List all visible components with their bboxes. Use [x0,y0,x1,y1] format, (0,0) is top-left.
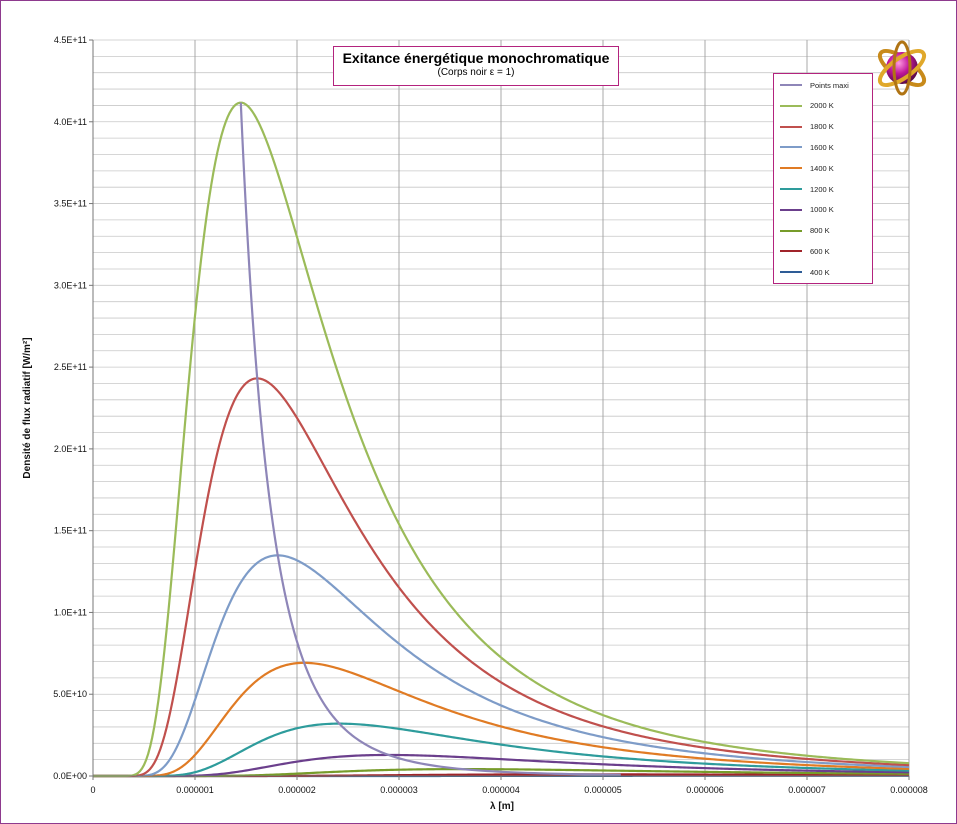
series-line-1800-k [93,377,910,778]
y-tick-label: 2.5E+11 [54,362,87,372]
series-layer [93,101,910,778]
legend-label: 1400 K [810,163,834,173]
y-tick-label: 0.0E+00 [53,771,87,781]
x-tick-label: 0 [90,785,95,795]
x-tick-label: 0.000001 [176,785,214,795]
legend-swatch [780,167,802,170]
legend-item: 1200 K [780,183,834,195]
axes: 0.0E+00 5.0E+10 1.0E+11 1.5E+11 2.0E+11 2.5E+… [53,35,928,795]
legend-swatch [780,104,802,107]
legend-label: 2000 K [810,101,834,111]
legend-item: 1600 K [780,141,834,153]
legend-item: 600 K [780,245,830,257]
x-tick-label: 0.000004 [482,785,520,795]
series-line-1200-k [93,722,910,778]
y-tick-label: 1.0E+11 [54,607,87,617]
y-tick-label: 4.5E+11 [54,35,87,45]
legend-item: 400 K [780,266,830,278]
legend-swatch [780,271,802,274]
legend-swatch [780,250,802,253]
chart-title: Exitance énergétique monochromatique [342,50,610,66]
legend-label: 800 K [810,226,830,236]
legend-swatch [780,208,802,211]
legend-swatch [780,84,802,86]
y-tick-label: 2.0E+11 [54,444,87,454]
legend-item: 1800 K [780,121,834,133]
series-line-1600-k [93,554,910,778]
x-tick-label: 0.000003 [380,785,418,795]
y-tick-label: 5.0E+10 [53,689,87,699]
legend-label: 1800 K [810,122,834,132]
legend-swatch [780,125,802,128]
grid [92,39,910,777]
legend-label: 1200 K [810,184,834,194]
legend-item: Points maxi [780,79,849,91]
legend-swatch [780,146,802,149]
y-tick-label: 3.5E+11 [54,199,87,209]
series-line-1000-k [93,753,910,778]
legend-item: 800 K [780,225,830,237]
y-axis-title: Densité de flux radiatif [W/m²] [22,337,33,478]
legend-item: 1400 K [780,162,834,174]
chart-title-box: Exitance énergétique monochromatique (Co… [333,46,619,86]
x-tick-label: 0.000007 [788,785,826,795]
legend-label: 400 K [810,267,830,277]
y-tick-label: 1.5E+11 [54,526,87,536]
series-line-2000-k [93,101,910,778]
legend-label: 600 K [810,246,830,256]
series-line-1400-k [93,661,910,778]
x-tick-label: 0.000002 [278,785,316,795]
legend: Points maxi 2000 K 1800 K 1600 K 1400 K 1200 … [773,73,873,284]
legend-item: 2000 K [780,100,834,112]
chart-subtitle: (Corps noir ε = 1) [437,67,515,78]
legend-swatch [780,188,802,190]
x-tick-label: 0.000005 [584,785,622,795]
y-tick-label: 3.0E+11 [54,280,87,290]
legend-item: 1000 K [780,204,834,216]
legend-label: Points maxi [810,80,849,90]
y-tick-label: 4.0E+11 [54,117,87,127]
legend-label: 1600 K [810,142,834,152]
legend-swatch [780,229,802,232]
legend-label: 1000 K [810,205,834,215]
logo-icon [877,40,927,96]
series-line-points-maxi [239,102,621,776]
x-tick-label: 0.000008 [890,785,928,795]
x-tick-label: 0.000006 [686,785,724,795]
x-axis-title: λ [m] [490,801,514,812]
